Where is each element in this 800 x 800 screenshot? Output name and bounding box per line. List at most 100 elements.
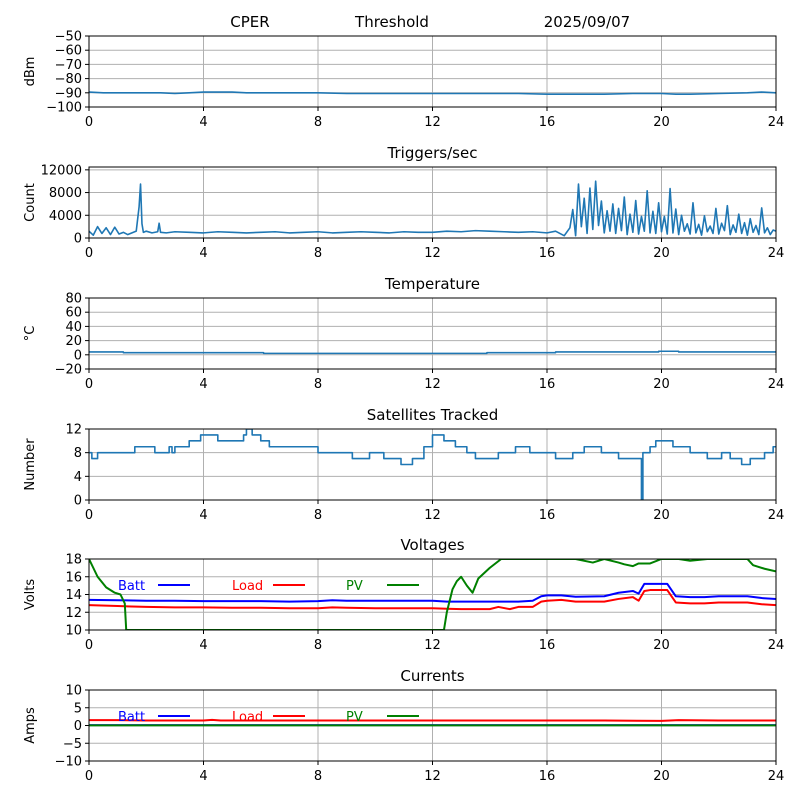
- x-tick-label: 12: [424, 246, 441, 261]
- y-tick-label: 10: [65, 684, 82, 699]
- x-tick-label: 4: [199, 769, 207, 784]
- station-title: CPER: [230, 13, 269, 31]
- x-tick-label: 12: [424, 638, 441, 653]
- x-tick-label: 8: [314, 115, 322, 130]
- y-tick-label: −10: [55, 755, 82, 770]
- x-tick-label: 16: [539, 377, 556, 392]
- y-axis-label: Count: [23, 183, 38, 222]
- x-tick-label: 4: [199, 508, 207, 523]
- y-tick-label: −5: [63, 737, 82, 752]
- x-tick-label: 12: [424, 769, 441, 784]
- y-tick-label: −80: [55, 72, 82, 87]
- panel-currents: 0 4 8 12 16 20 24 −10 −5 0 5 10 Currents Amps Batt Load…: [23, 667, 784, 784]
- x-tick-label: 0: [85, 246, 93, 261]
- legend-label-load: Load: [232, 579, 263, 594]
- series-line-load: [89, 589, 776, 611]
- y-tick-label: 40: [65, 320, 82, 335]
- x-tick-label: 16: [539, 769, 556, 784]
- x-tick-label: 20: [653, 638, 670, 653]
- y-tick-label: 4000: [49, 209, 82, 224]
- series-group: [89, 559, 776, 630]
- x-tick-label: 8: [314, 769, 322, 784]
- x-tick-label: 8: [314, 377, 322, 392]
- x-tick-label: 16: [539, 246, 556, 261]
- y-tick-label: 20: [65, 334, 82, 349]
- x-tick-label: 12: [424, 508, 441, 523]
- panel-signal: 0 4 8 12 16 20 24 −100−90−80−70−60−50 dBm: [23, 30, 784, 131]
- legend-label-batt: Batt: [118, 710, 145, 725]
- series-line-series-0: [89, 350, 776, 355]
- y-tick-label: 60: [65, 306, 82, 321]
- x-tick-label: 4: [199, 115, 207, 130]
- x-tick-label: 8: [314, 246, 322, 261]
- series-group: [89, 180, 776, 237]
- legend-label-pv: PV: [346, 710, 363, 725]
- x-tick-label: 0: [85, 377, 93, 392]
- panel-title: Triggers/sec: [387, 144, 478, 162]
- x-tick-label: 12: [424, 377, 441, 392]
- x-tick-label: 16: [539, 115, 556, 130]
- y-tick-label: 0: [74, 348, 82, 363]
- legend-label-pv: PV: [346, 579, 363, 594]
- x-tick-label: 16: [539, 508, 556, 523]
- legend-label-load: Load: [232, 710, 263, 725]
- y-tick-label: 16: [65, 570, 82, 585]
- panel-voltages: 0 4 8 12 16 20 24 10 12 14 16 18 Voltages Volts Batt Lo…: [23, 536, 784, 653]
- y-tick-label: 14: [65, 588, 82, 603]
- y-tick-label: 80: [65, 292, 82, 307]
- series-group: [89, 91, 776, 96]
- x-tick-label: 24: [768, 769, 785, 784]
- panel-title: Currents: [400, 667, 464, 685]
- series-line-batt: [89, 582, 776, 603]
- mode-title: Threshold: [354, 13, 429, 31]
- x-tick-label: 0: [85, 769, 93, 784]
- series-line-series-0: [89, 180, 776, 237]
- y-tick-label: 0: [74, 494, 82, 509]
- series-line-series-0: [89, 91, 776, 96]
- x-tick-label: 0: [85, 638, 93, 653]
- y-tick-label: −90: [55, 86, 82, 101]
- y-tick-label: −50: [55, 30, 82, 45]
- x-tick-label: 20: [653, 377, 670, 392]
- y-tick-label: 5: [74, 701, 82, 716]
- x-tick-label: 0: [85, 508, 93, 523]
- y-tick-label: 4: [74, 470, 82, 485]
- y-tick-label: 0: [74, 719, 82, 734]
- y-tick-label: 10: [65, 624, 82, 639]
- x-tick-label: 12: [424, 115, 441, 130]
- y-axis-label: Amps: [23, 707, 38, 744]
- y-axis-label: °C: [23, 326, 38, 342]
- x-tick-label: 24: [768, 246, 785, 261]
- y-tick-label: 8000: [49, 186, 82, 201]
- x-tick-label: 24: [768, 508, 785, 523]
- x-tick-label: 4: [199, 638, 207, 653]
- series-group: [89, 350, 776, 355]
- panel-title: Voltages: [400, 536, 464, 554]
- panel-triggers: 0 4 8 12 16 20 24 0 4000 8000 12000 Triggers/sec Cou…: [23, 144, 784, 261]
- x-tick-label: 20: [653, 115, 670, 130]
- y-tick-label: 12: [65, 606, 82, 621]
- y-axis-label: dBm: [23, 57, 38, 87]
- x-tick-label: 20: [653, 508, 670, 523]
- y-tick-label: 12000: [41, 163, 82, 178]
- x-tick-label: 8: [314, 508, 322, 523]
- x-tick-label: 20: [653, 769, 670, 784]
- y-tick-label: 18: [65, 553, 82, 568]
- x-tick-label: 24: [768, 115, 785, 130]
- x-tick-label: 24: [768, 377, 785, 392]
- panel-satellites: 0 4 8 12 16 20 24 0 4 8 12 Satellites Tracked Number: [23, 406, 784, 523]
- series-group: [89, 429, 776, 500]
- x-tick-label: 20: [653, 246, 670, 261]
- series-line-series-0: [89, 429, 776, 500]
- y-tick-label: −70: [55, 58, 82, 73]
- x-tick-label: 0: [85, 115, 93, 130]
- panel-title: Temperature: [384, 275, 480, 293]
- y-tick-label: 8: [74, 446, 82, 461]
- series-group: [89, 718, 776, 727]
- x-tick-label: 4: [199, 377, 207, 392]
- x-tick-label: 8: [314, 638, 322, 653]
- y-tick-label: −60: [55, 44, 82, 59]
